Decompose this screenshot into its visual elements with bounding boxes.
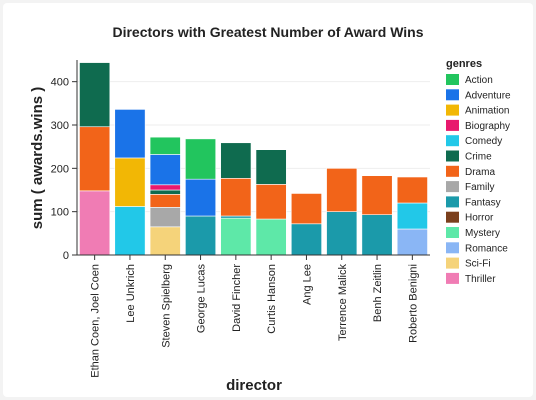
y-tick-label: 200	[51, 163, 69, 175]
bar-segment[interactable]	[220, 215, 252, 219]
legend-swatch	[446, 74, 459, 85]
legend-swatch	[446, 242, 459, 254]
bar-segment[interactable]	[220, 217, 252, 256]
bar-segment[interactable]	[185, 138, 217, 180]
legend-swatch	[446, 135, 459, 147]
legend-swatch	[446, 104, 459, 116]
legend-label: Mystery	[465, 228, 500, 239]
legend: genres Action Adventure Animation Biography…	[446, 58, 511, 285]
bar-segment[interactable]	[255, 218, 287, 256]
bar-segment[interactable]	[361, 214, 393, 256]
bar-segment[interactable]	[114, 206, 146, 256]
x-axis-label: director	[226, 377, 282, 394]
x-tick-label: Ang Lee	[301, 264, 313, 305]
bar-segment[interactable]	[114, 157, 146, 207]
bar-segment[interactable]	[149, 154, 181, 186]
x-axis: Ethan Coen, Joel Coen Lee Unkrich Steven S…	[77, 254, 430, 378]
y-tick-label: 400	[51, 77, 69, 89]
legend-title: genres	[446, 58, 482, 70]
bar-segment[interactable]	[361, 175, 393, 215]
legend-label: Horror	[465, 213, 494, 224]
bars	[79, 62, 428, 256]
legend-label: Thriller	[465, 274, 496, 285]
legend-swatch	[446, 227, 459, 238]
y-tick-label: 100	[51, 207, 69, 219]
x-tick-label: Ethan Coen, Joel Coen	[90, 264, 102, 378]
y-tick-label: 300	[51, 120, 69, 132]
x-tick-label: Roberto Benigni	[407, 264, 419, 343]
legend-swatch	[446, 257, 459, 269]
legend-swatch	[446, 196, 459, 208]
bar-segment[interactable]	[290, 223, 322, 256]
bar-segment[interactable]	[149, 226, 181, 256]
bar-segment[interactable]	[396, 202, 428, 230]
bar-segment[interactable]	[149, 189, 181, 195]
legend-swatch	[446, 119, 459, 131]
x-tick-label: George Lucas	[196, 264, 208, 334]
legend-swatch	[446, 272, 459, 284]
legend-label: Sci-Fi	[465, 259, 491, 270]
bar-segment[interactable]	[149, 207, 181, 228]
bar-segment[interactable]	[185, 178, 217, 217]
bar-segment[interactable]	[149, 194, 181, 208]
y-tick-label: 0	[63, 250, 69, 262]
bar-segment[interactable]	[114, 109, 146, 159]
bar-segment[interactable]	[255, 184, 287, 220]
legend-label: Action	[465, 75, 493, 86]
x-tick-label: David Fincher	[231, 264, 243, 332]
legend-swatch	[446, 165, 459, 177]
bar-segment[interactable]	[326, 168, 358, 212]
legend-label: Comedy	[465, 136, 502, 147]
y-axis: 0 100 200 300 400	[51, 60, 78, 262]
x-tick-label: Benh Zeitlin	[372, 264, 384, 322]
bar-segment[interactable]	[220, 142, 252, 179]
bar-segment[interactable]	[255, 149, 287, 185]
legend-label: Biography	[465, 121, 510, 132]
bar-segment[interactable]	[149, 136, 181, 155]
legend-swatch	[446, 211, 459, 223]
bar-segment[interactable]	[220, 178, 252, 217]
bar-segment[interactable]	[326, 211, 358, 256]
bar-segment[interactable]	[79, 190, 111, 256]
x-tick-label: Terrence Malick	[337, 264, 349, 342]
legend-swatch	[446, 89, 459, 101]
legend-label: Fantasy	[465, 197, 501, 208]
bar-segment[interactable]	[79, 62, 111, 128]
bar-segment[interactable]	[290, 193, 322, 225]
legend-label: Adventure	[465, 90, 511, 101]
chart-title: Directors with Greatest Number of Award …	[112, 24, 423, 40]
bar-segment[interactable]	[149, 184, 181, 191]
bar-segment[interactable]	[396, 228, 428, 256]
legend-swatch	[446, 150, 459, 162]
legend-label: Animation	[465, 106, 509, 117]
legend-label: Crime	[465, 152, 492, 163]
bar-segment[interactable]	[185, 215, 217, 256]
y-axis-label: sum ( awards.wins )	[29, 87, 46, 230]
bar-segment[interactable]	[396, 176, 428, 204]
x-tick-label: Steven Spielberg	[160, 264, 172, 348]
legend-label: Family	[465, 182, 494, 193]
bar-segment[interactable]	[79, 126, 111, 192]
legend-swatch	[446, 181, 459, 193]
legend-label: Drama	[465, 167, 495, 178]
x-tick-label: Lee Unkrich	[125, 264, 137, 323]
x-tick-label: Curtis Hanson	[266, 264, 278, 334]
legend-label: Romance	[465, 243, 508, 254]
